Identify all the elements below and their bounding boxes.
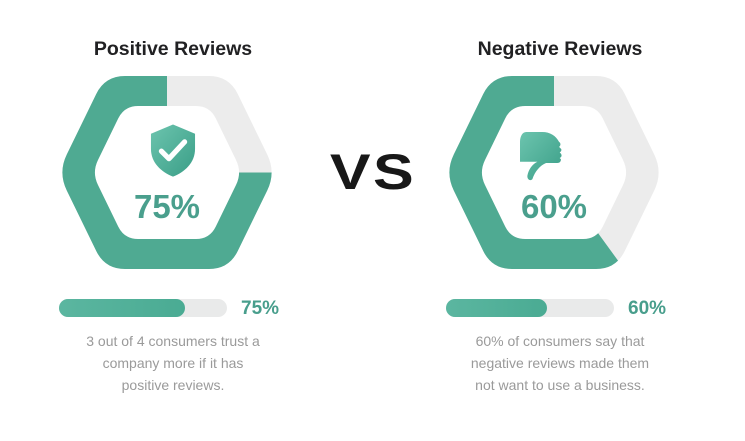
svg-text:75%: 75% bbox=[134, 188, 200, 225]
svg-text:60%: 60% bbox=[521, 188, 587, 225]
